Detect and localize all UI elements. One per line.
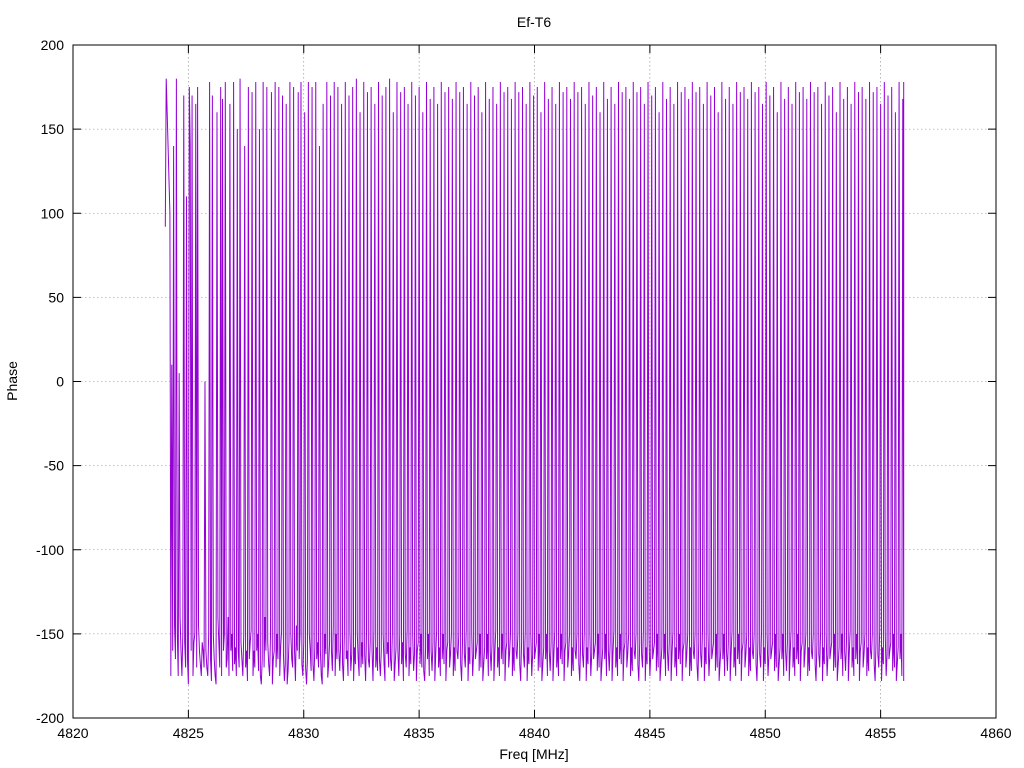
- x-tick-label: 4860: [980, 725, 1011, 741]
- y-tick-label: -200: [36, 710, 64, 726]
- y-tick-label: 200: [41, 37, 65, 53]
- phase-series-line: [164, 78, 905, 685]
- y-tick-label: 150: [41, 121, 65, 137]
- chart-title: Ef-T6: [517, 14, 551, 30]
- axis-ticks: 4820 4825 4830 4835 4840 4845 4850 4855 4860 -200…: [36, 37, 1012, 741]
- x-tick-label: 4830: [288, 725, 319, 741]
- x-axis-label: Freq [MHz]: [499, 746, 568, 762]
- y-tick-label: 0: [56, 374, 64, 390]
- y-axis-label: Phase: [4, 361, 20, 401]
- x-tick-label: 4835: [404, 725, 435, 741]
- x-tick-label: 4820: [57, 725, 88, 741]
- x-tick-label: 4845: [634, 725, 665, 741]
- y-tick-label: 50: [48, 289, 64, 305]
- y-tick-label: -150: [36, 626, 64, 642]
- x-tick-label: 4840: [519, 725, 550, 741]
- y-tick-label: -100: [36, 542, 64, 558]
- y-tick-label: 100: [41, 205, 65, 221]
- x-tick-label: 4850: [750, 725, 781, 741]
- x-tick-label: 4825: [173, 725, 204, 741]
- series-group: [164, 78, 905, 685]
- y-tick-label: -50: [44, 458, 64, 474]
- x-tick-label: 4855: [865, 725, 896, 741]
